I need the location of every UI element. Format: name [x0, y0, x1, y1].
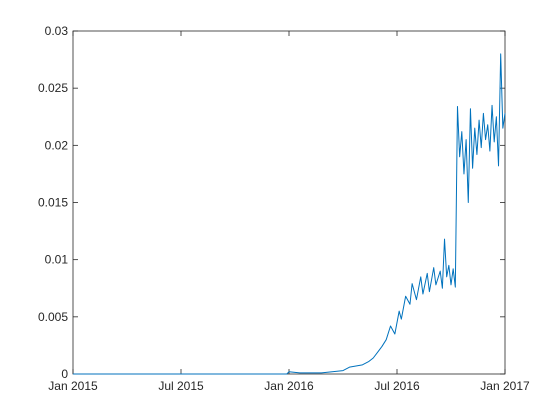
y-tick-label: 0.025	[38, 81, 68, 95]
x-tick-label: Jan 2015	[48, 379, 98, 393]
plot-area	[72, 30, 506, 375]
data-line	[73, 53, 506, 375]
y-tick-label: 0.015	[38, 196, 68, 210]
y-tick-label: 0.02	[45, 138, 69, 152]
x-tick-label: Jul 2016	[374, 379, 420, 393]
y-tick-label: 0.01	[45, 253, 69, 267]
y-tick-label: 0.03	[45, 24, 69, 38]
y-tick-label: 0.005	[38, 310, 68, 324]
y-tick-label: 0	[61, 367, 68, 381]
x-tick-label: Jul 2015	[158, 379, 204, 393]
x-tick-label: Jan 2016	[264, 379, 314, 393]
x-tick-label: Jan 2017	[480, 379, 530, 393]
